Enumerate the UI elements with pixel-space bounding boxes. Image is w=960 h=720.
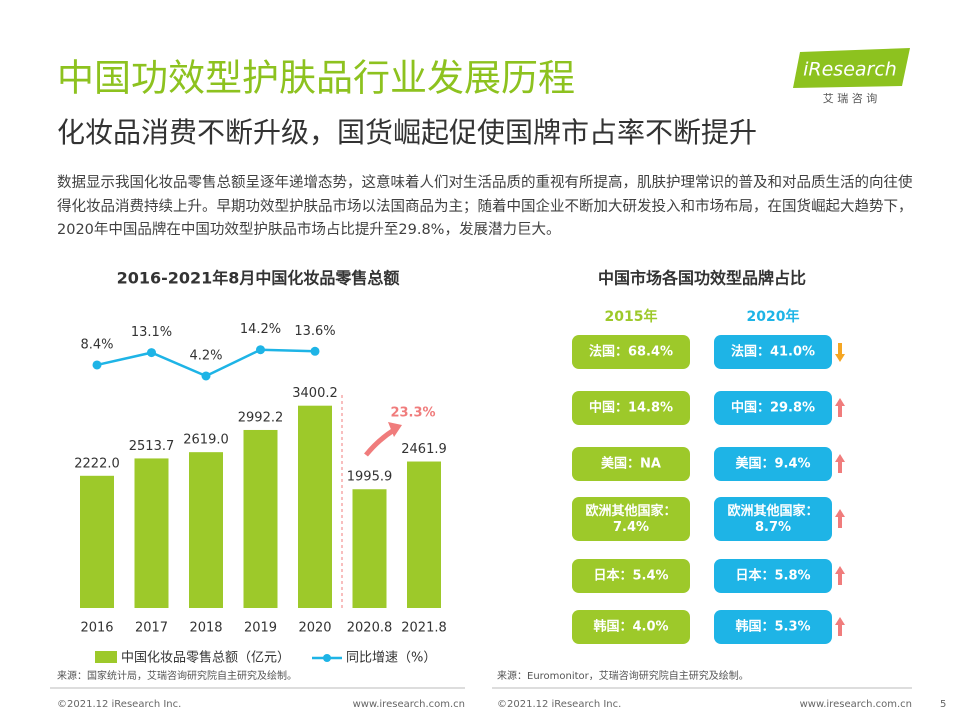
point: [201, 371, 211, 381]
x-tick-label: 2016: [80, 621, 113, 636]
value-label: 1995.9: [347, 470, 393, 485]
column-header: 2015年: [605, 308, 658, 325]
logo: iResearch: [803, 59, 897, 81]
pill: [572, 497, 690, 541]
title: 中国功效型护肤品行业发展历程: [57, 57, 575, 100]
logo-bg: [793, 48, 910, 88]
value-label: 4.2%: [189, 348, 222, 363]
pill: [714, 335, 832, 369]
page-number: 5: [940, 699, 946, 710]
x-tick-label: 2018: [189, 621, 222, 636]
value-label: 2619.0: [183, 433, 229, 448]
chart-title: 2016-2021年8月中国化妆品零售总额: [117, 269, 400, 288]
annotation: 23.3%: [390, 406, 435, 421]
value-label: 13.1%: [131, 325, 172, 340]
x-tick-label: 2021.8: [401, 621, 447, 636]
x-tick-label: 2020.8: [347, 621, 393, 636]
point: [310, 346, 320, 356]
pill: [572, 391, 690, 425]
annotation-arrow-head: [388, 422, 402, 437]
cell: 日本：5.8%: [735, 568, 810, 584]
cell: 美国：NA: [601, 456, 661, 472]
logo-sub: 艾 瑞 咨 询: [823, 91, 878, 105]
cell: 韩国：5.3%: [735, 619, 810, 635]
pill: [714, 559, 832, 593]
value-label: 14.2%: [240, 322, 281, 337]
source: 来源：国家统计局，艾瑞咨询研究院自主研究及绘制。: [57, 669, 297, 682]
pill: [572, 335, 690, 369]
trend-arrow: [838, 461, 842, 473]
copyright: ©2021.12 iResearch Inc.: [497, 699, 621, 710]
pill: [714, 497, 832, 541]
legend-swatch: [323, 654, 331, 662]
subtitle: 化妆品消费不断升级，国货崛起促使国牌市占率不断提升: [57, 116, 757, 149]
value-label: 8.4%: [80, 337, 113, 352]
x-tick-label: 2020: [298, 621, 331, 636]
point: [147, 348, 156, 358]
cell: 韩国：4.0%: [593, 619, 668, 635]
cell: 欧洲其他国家： 8.7%: [727, 503, 818, 535]
trend-arrow: [838, 343, 842, 355]
trend-arrow: [835, 566, 845, 574]
bar: [189, 452, 223, 608]
legend-label: 同比增速（%）: [346, 651, 436, 666]
body-text: 数据显示我国化妆品零售总额呈逐年递增态势，这意味着人们对生活品质的重视有所提高，…: [57, 175, 913, 238]
pill: [572, 559, 690, 593]
bar: [80, 475, 114, 608]
point: [256, 345, 265, 355]
bar: [352, 489, 387, 608]
cell: 中国：14.8%: [589, 400, 673, 416]
x-tick-label: 2019: [244, 621, 277, 636]
column-header: 2020年: [747, 308, 800, 325]
trend-arrow: [838, 405, 842, 417]
cell: 中国：29.8%: [731, 400, 815, 416]
trend-arrow: [835, 454, 845, 462]
x-tick-label: 2017: [135, 621, 168, 636]
legend-label: 中国化妆品零售总额（亿元）: [121, 650, 290, 666]
pill: [714, 610, 832, 644]
legend-swatch: [95, 651, 117, 663]
value-label: 2992.2: [238, 410, 284, 425]
trend-arrow: [838, 573, 842, 585]
value-label: 2461.9: [401, 442, 447, 457]
cell: 美国：9.4%: [735, 456, 810, 472]
value-label: 13.6%: [294, 324, 335, 339]
copyright: ©2021.12 iResearch Inc.: [57, 699, 181, 710]
cell: 日本：5.4%: [593, 568, 668, 584]
trend-arrow: [838, 624, 842, 636]
source: 来源：Euromonitor，艾瑞咨询研究院自主研究及绘制。: [497, 669, 749, 682]
point: [92, 360, 102, 370]
bar: [407, 461, 441, 608]
bar: [134, 458, 169, 608]
url: www.iresearch.com.cn: [353, 699, 465, 710]
bar: [243, 429, 278, 608]
cell: 欧洲其他国家： 7.4%: [585, 503, 676, 535]
cell: 法国：41.0%: [731, 344, 815, 360]
pill: [572, 610, 690, 644]
value-label: 2513.7: [129, 439, 175, 454]
trend-arrow: [835, 509, 845, 517]
pill: [572, 447, 690, 481]
trend-arrow: [835, 617, 845, 625]
url: www.iresearch.com.cn: [800, 699, 912, 710]
bar: [298, 405, 332, 608]
value-label: 2222.0: [74, 456, 120, 471]
share-title: 中国市场各国功效型品牌占比: [598, 269, 806, 288]
pill: [714, 391, 832, 425]
pill: [714, 447, 832, 481]
trend-arrow: [835, 398, 845, 406]
cell: 法国：68.4%: [589, 344, 673, 360]
value-label: 3400.2: [292, 386, 338, 401]
annotation-arrow: [364, 427, 396, 457]
trend-arrow: [838, 516, 842, 528]
trend-arrow: [835, 354, 845, 362]
